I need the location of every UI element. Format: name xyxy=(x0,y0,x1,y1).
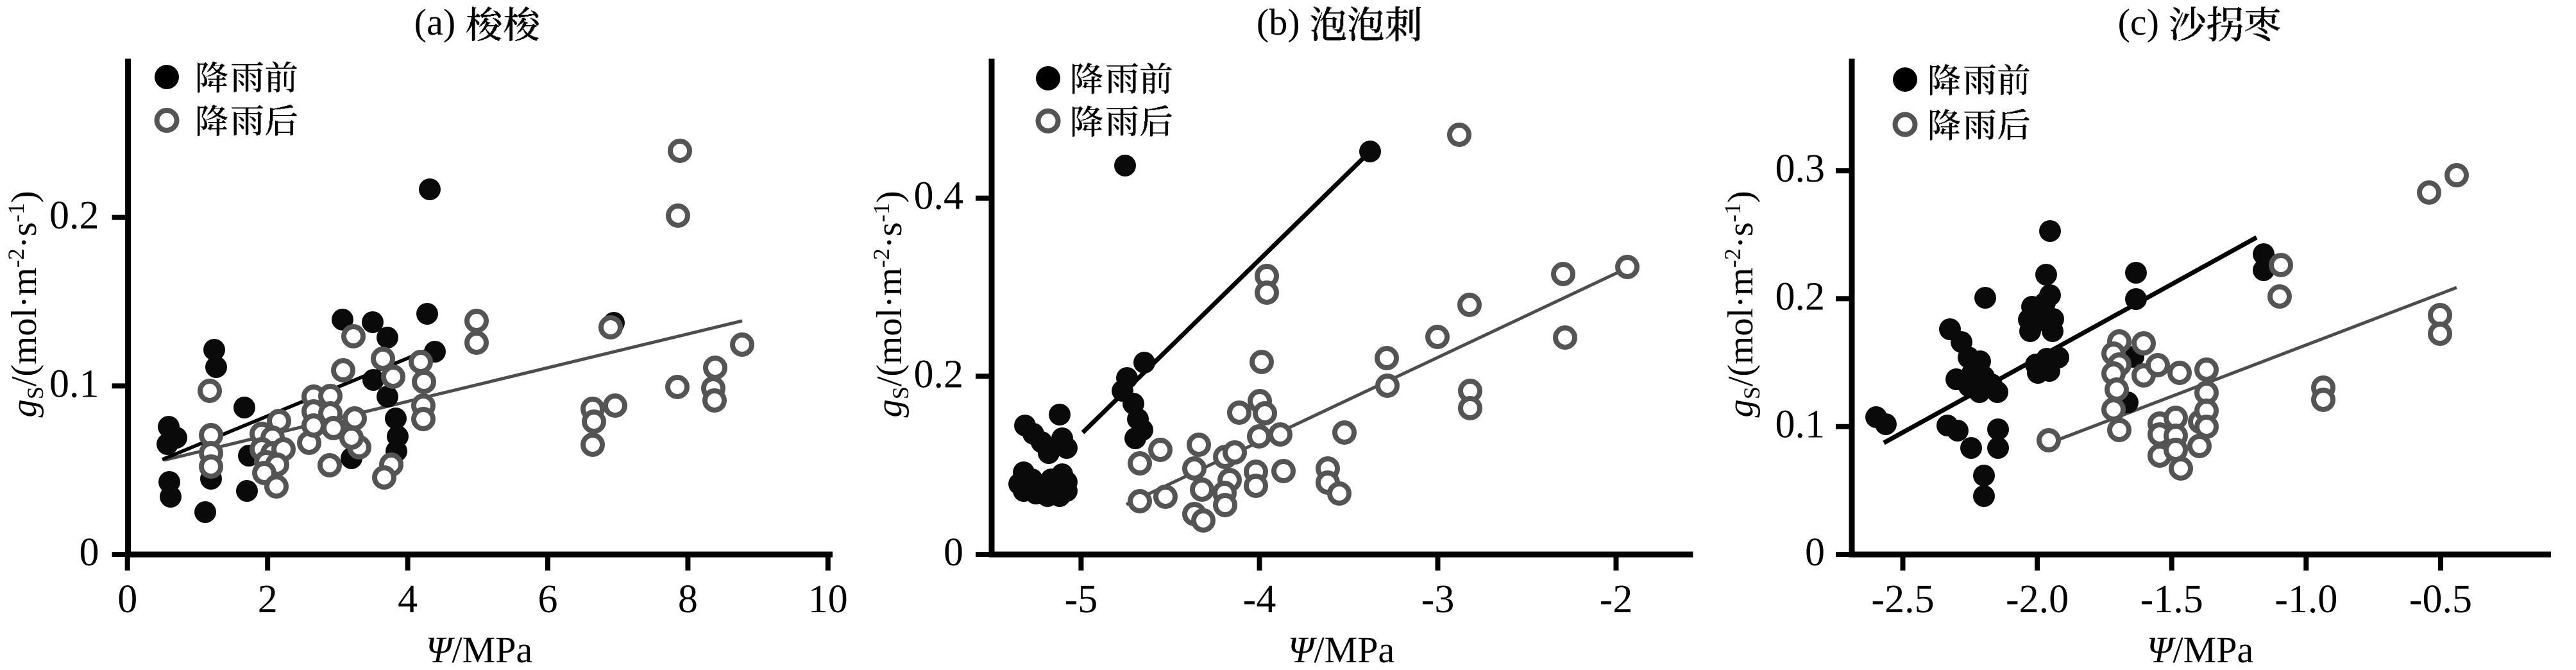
svg-text:4: 4 xyxy=(398,578,418,621)
svg-text:0.1: 0.1 xyxy=(1775,403,1826,447)
svg-text:-3: -3 xyxy=(1421,578,1455,621)
svg-text:0: 0 xyxy=(80,531,99,574)
svg-text:(c): (c) xyxy=(2118,1,2159,43)
svg-text:0.2: 0.2 xyxy=(914,352,964,396)
svg-text:gS/(mol·m-2·s-1): gS/(mol·m-2·s-1) xyxy=(1720,191,1765,417)
svg-text:(a): (a) xyxy=(414,1,455,43)
svg-text:8: 8 xyxy=(678,578,698,621)
svg-text:2: 2 xyxy=(258,578,278,621)
svg-text:Ψ/MPa: Ψ/MPa xyxy=(1288,629,1394,670)
svg-text:6: 6 xyxy=(538,578,558,621)
svg-text:0.1: 0.1 xyxy=(49,362,99,406)
svg-text:gS/(mol·m-2·s-1): gS/(mol·m-2·s-1) xyxy=(3,191,48,417)
svg-text:0: 0 xyxy=(944,531,963,574)
svg-text:-2.0: -2.0 xyxy=(2006,578,2069,621)
svg-text:0.2: 0.2 xyxy=(49,194,99,237)
svg-text:-2.5: -2.5 xyxy=(1871,578,1934,621)
svg-text:0.3: 0.3 xyxy=(1775,147,1826,191)
svg-text:-4: -4 xyxy=(1243,578,1276,621)
svg-text:(b): (b) xyxy=(1257,1,1300,43)
svg-text:-5: -5 xyxy=(1065,578,1098,621)
svg-text:-0.5: -0.5 xyxy=(2409,578,2472,621)
svg-text:0: 0 xyxy=(117,578,137,621)
svg-text:Ψ/MPa: Ψ/MPa xyxy=(2147,629,2253,670)
svg-text:-2: -2 xyxy=(1600,578,1633,621)
svg-text:0.2: 0.2 xyxy=(1775,275,1826,318)
svg-text:gS/(mol·m-2·s-1): gS/(mol·m-2·s-1) xyxy=(869,191,913,417)
svg-text:10: 10 xyxy=(808,578,848,621)
svg-text:-1.0: -1.0 xyxy=(2275,578,2337,621)
svg-text:-1.5: -1.5 xyxy=(2140,578,2203,621)
svg-text:0: 0 xyxy=(1805,531,1825,574)
svg-text:0.4: 0.4 xyxy=(914,175,964,218)
svg-text:Ψ/MPa: Ψ/MPa xyxy=(426,629,532,670)
